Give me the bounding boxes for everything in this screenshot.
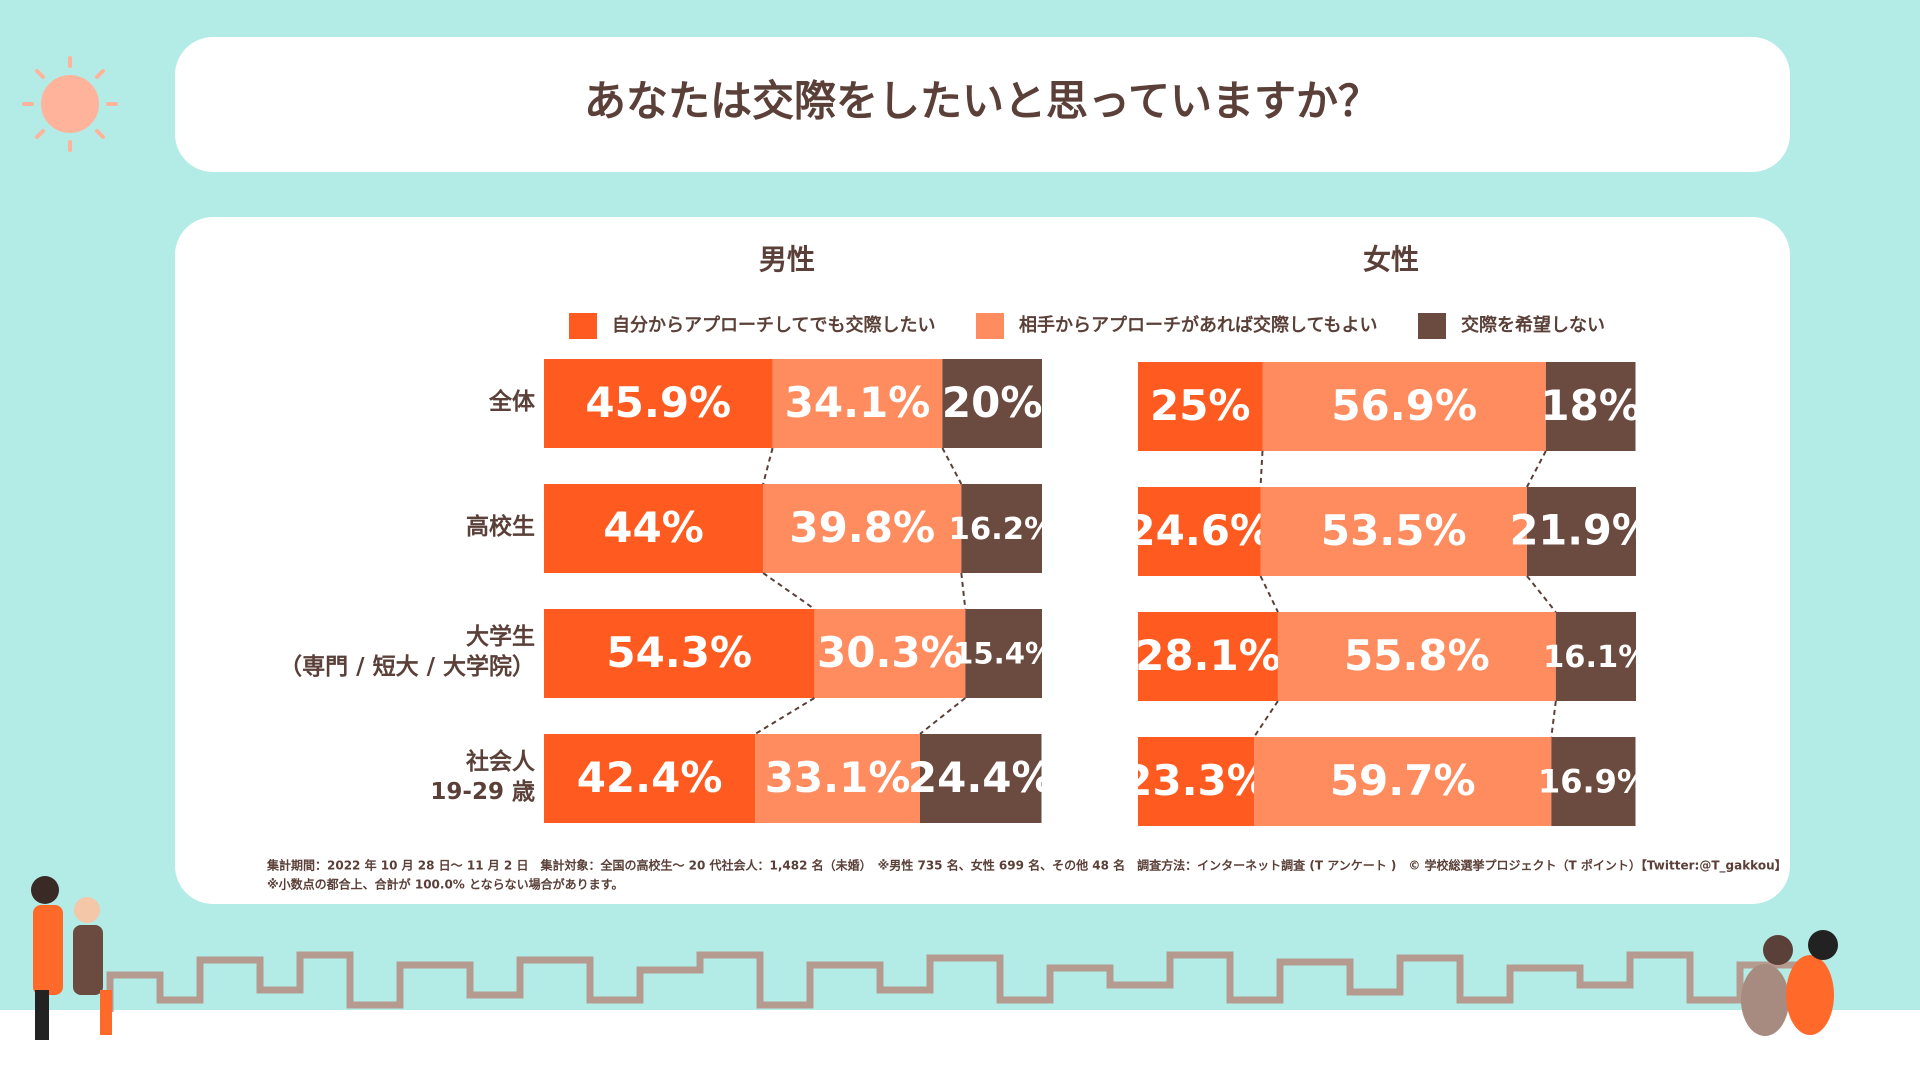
value-label: 34.1% (785, 378, 931, 427)
value-label: 30.3% (817, 628, 963, 677)
connector (1259, 450, 1264, 488)
footnote: ※小数点の都合上、合計が 100.0% とならない場合があります。 (267, 877, 623, 892)
bar-segment (965, 609, 1042, 698)
ground (0, 1010, 1920, 1080)
value-label: 53.5% (1321, 506, 1467, 555)
bar-segment (942, 359, 1042, 448)
value-label: 15.4% (953, 637, 1054, 671)
skyline (106, 951, 1804, 1012)
bar-segment (1138, 737, 1255, 826)
connector (762, 447, 774, 485)
bar-segment (961, 484, 1042, 573)
bar-segment (1545, 362, 1636, 451)
bar-segment (1260, 487, 1527, 576)
bar-segment (814, 609, 966, 698)
value-label: 16.9% (1538, 763, 1649, 801)
legend-label: 交際を希望しない (1461, 314, 1605, 336)
title: あなたは交際をしたいと思っていますか？ (584, 77, 1380, 126)
connector (1253, 700, 1279, 738)
sun (22, 56, 118, 152)
connector (1550, 700, 1557, 738)
category-label: 高校生 (466, 514, 535, 541)
bar-segment (1138, 487, 1261, 576)
category-label: 全体 (489, 389, 535, 416)
bar-segment (1551, 737, 1636, 826)
value-label: 55.8% (1344, 631, 1490, 680)
value-label: 28.1% (1135, 631, 1281, 680)
category-label: 大学生 （専門 / 短大 / 大学院） (279, 624, 535, 680)
bar-segment (1138, 612, 1278, 701)
legend-swatch (1418, 313, 1446, 339)
value-label: 33.1% (765, 753, 911, 802)
chart-title: 女性 (1363, 243, 1419, 276)
value-label: 42.4% (577, 753, 723, 802)
connector (1526, 450, 1547, 488)
value-label: 39.8% (789, 503, 935, 552)
bar-segment (1555, 612, 1636, 701)
bar-segment (544, 609, 815, 698)
connector (1526, 575, 1557, 613)
connector (941, 447, 963, 485)
people-right (1741, 930, 1838, 1036)
value-label: 44% (603, 503, 704, 552)
value-label: 54.3% (606, 628, 752, 677)
value-label: 45.9% (585, 378, 731, 427)
connector (1259, 575, 1279, 613)
legend-label: 相手からアプローチがあれば交際してもよい (1019, 314, 1378, 336)
value-label: 59.7% (1330, 756, 1476, 805)
connector (754, 697, 815, 735)
bar-segment (544, 484, 764, 573)
value-label: 20% (942, 378, 1043, 427)
value-label: 23.3% (1123, 756, 1269, 805)
category-label: 社会人 19-29 歳 (430, 749, 535, 805)
bar-segment (544, 734, 756, 823)
value-label: 16.1% (1543, 640, 1649, 675)
chart-title: 男性 (759, 243, 815, 276)
bar-segment (1138, 362, 1263, 451)
connector (762, 572, 815, 610)
bar-segment (1526, 487, 1636, 576)
legend-swatch (569, 313, 597, 339)
value-label: 24.4% (908, 753, 1054, 802)
bar-segment (1277, 612, 1556, 701)
title-card (175, 37, 1790, 172)
value-label: 18% (1540, 381, 1641, 430)
people-left (31, 876, 112, 1040)
legend-label: 自分からアプローチしてでも交際したい (612, 314, 935, 336)
bar-segment (772, 359, 943, 448)
bar-segment (763, 484, 962, 573)
value-label: 16.2% (949, 512, 1055, 547)
connector (919, 697, 966, 735)
bar-segment (544, 359, 773, 448)
footnote: 集計期間：2022 年 10 月 28 日～ 11 月 2 日 集計対象：全国の… (266, 858, 1787, 874)
connector (960, 572, 967, 610)
value-label: 21.9% (1510, 507, 1654, 555)
bar-segment (1254, 737, 1552, 826)
value-label: 25% (1150, 381, 1251, 430)
legend-swatch (976, 313, 1004, 339)
value-label: 24.6% (1126, 506, 1272, 555)
bar-segment (919, 734, 1042, 823)
bar-segment (755, 734, 920, 823)
value-label: 56.9% (1331, 381, 1477, 430)
bar-segment (1262, 362, 1546, 451)
